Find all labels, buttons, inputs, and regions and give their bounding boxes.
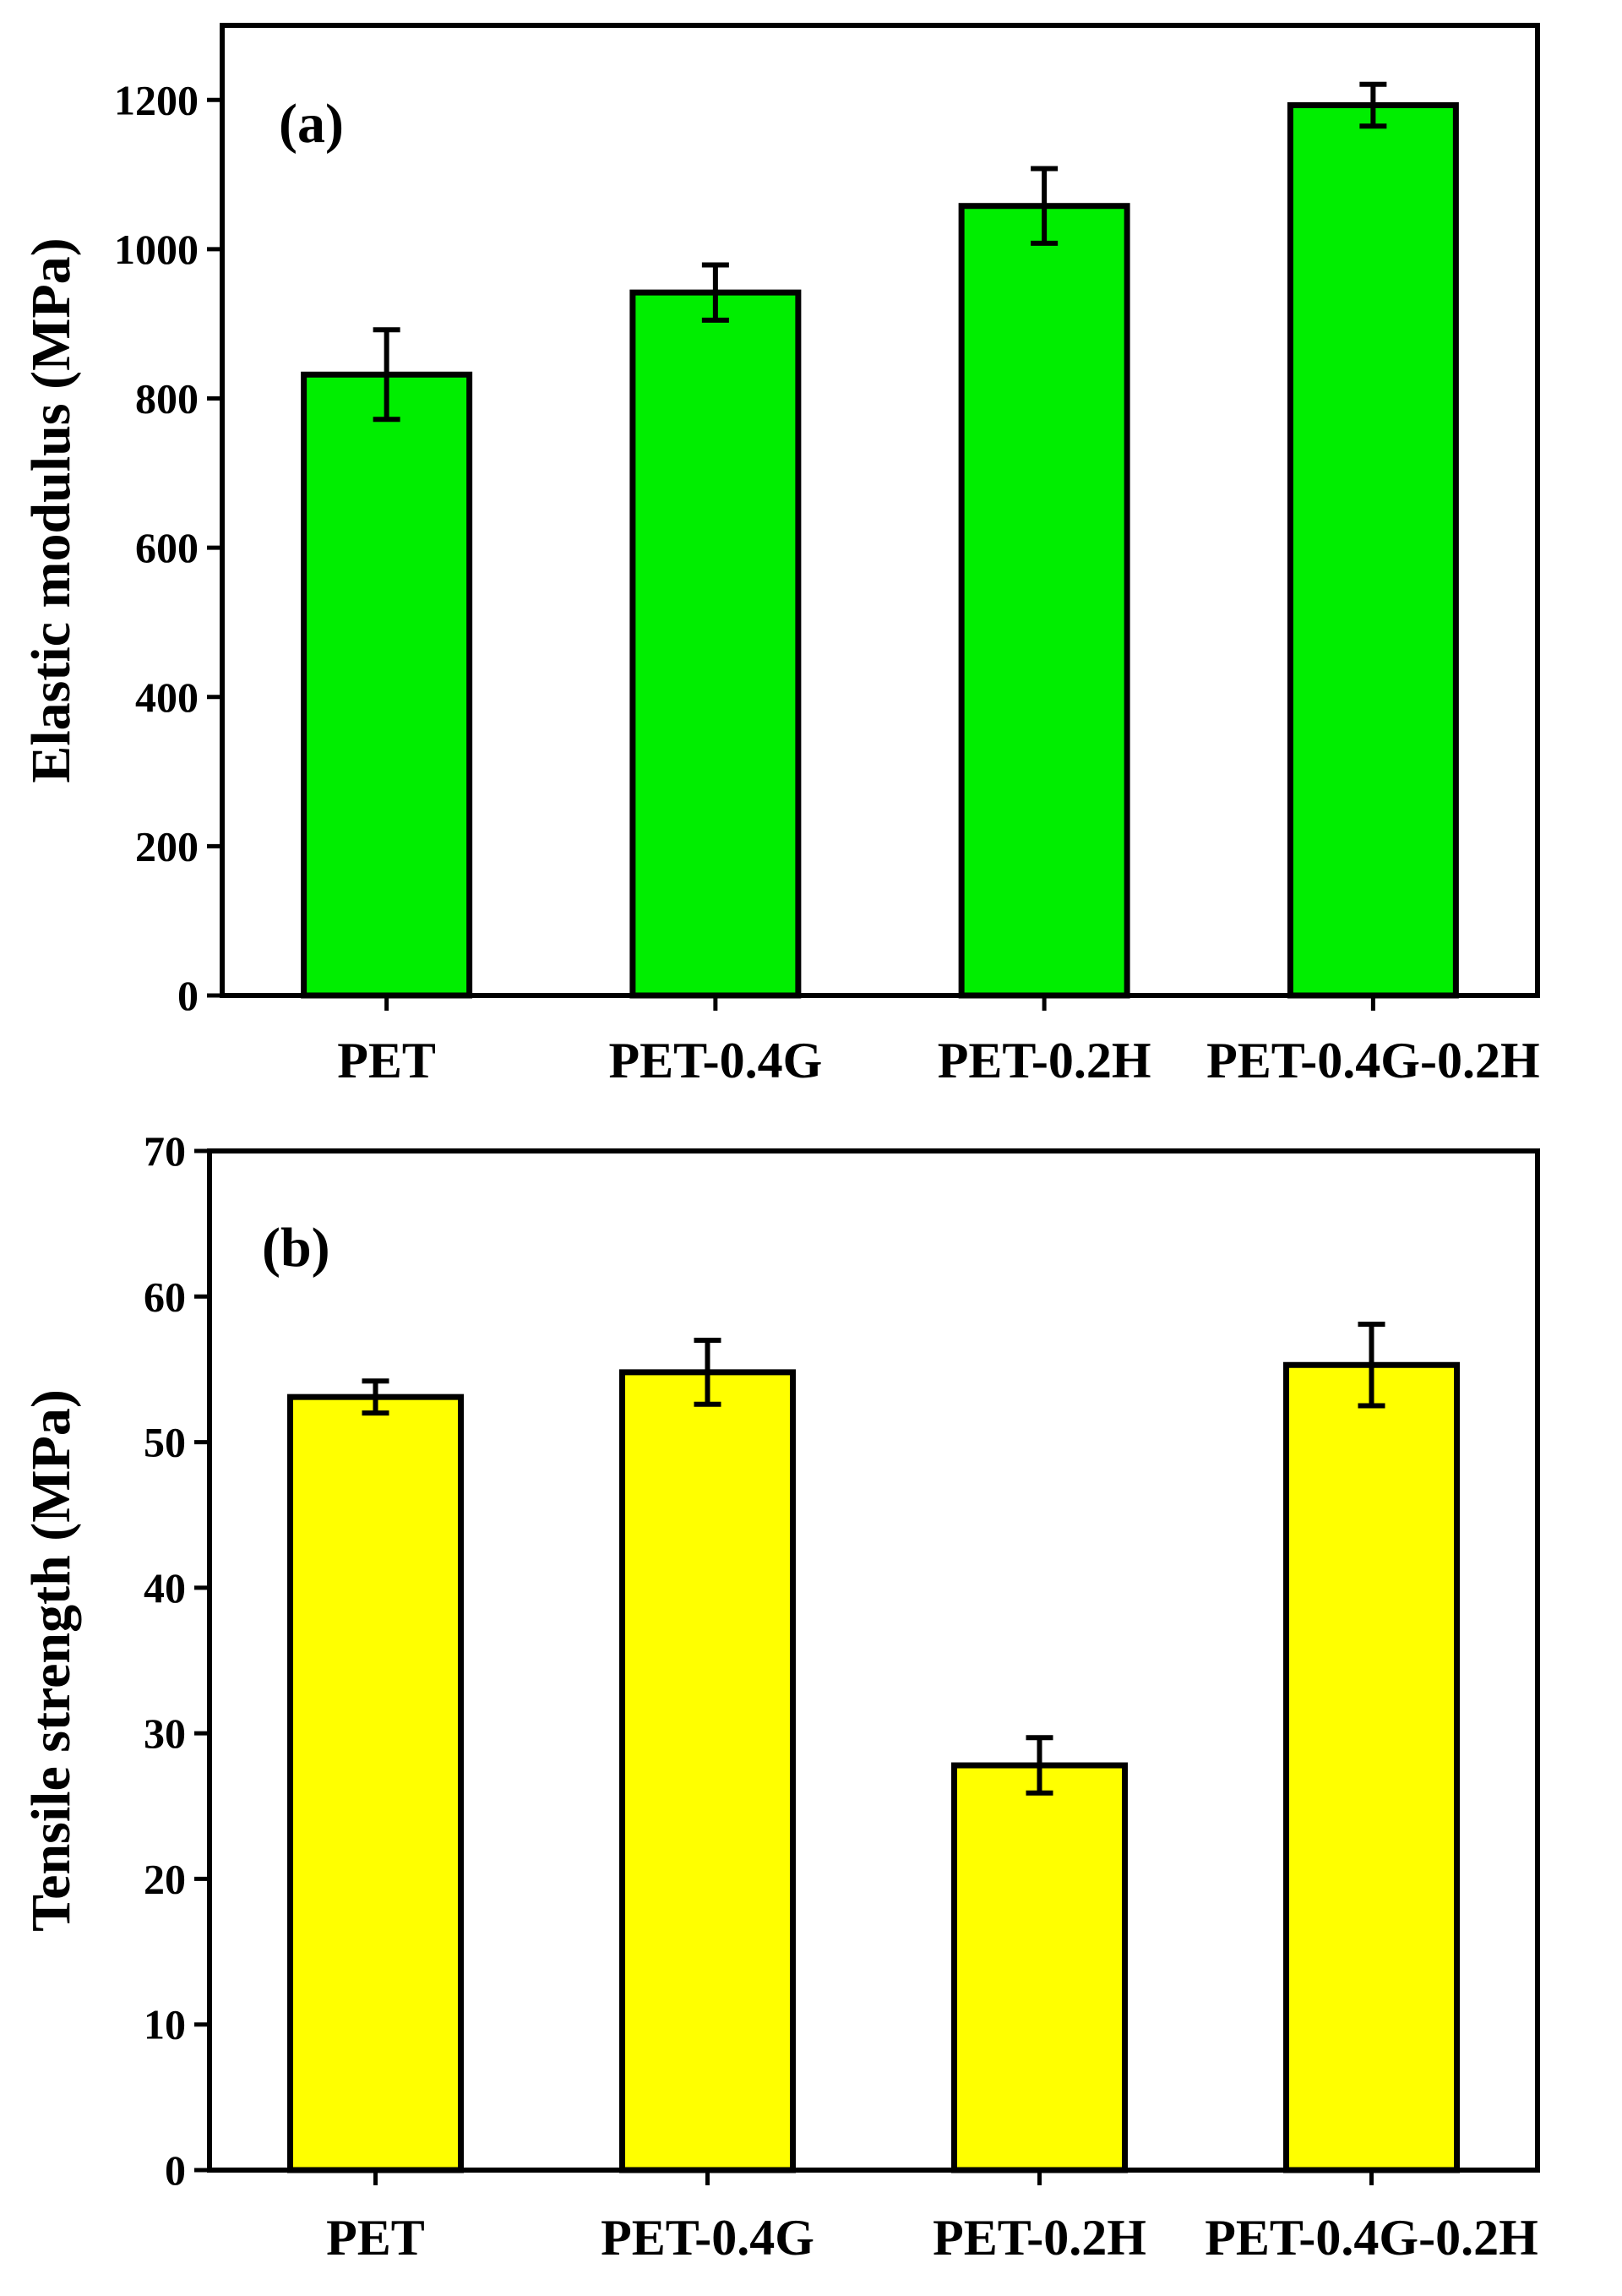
panel-a-bar-2 (958, 203, 1130, 999)
panel-a-bar-3 (1287, 101, 1459, 999)
panel-b-x-tick-label-0: PET (326, 2210, 425, 2266)
panel-a-bar-1 (629, 289, 802, 999)
panel-a-x-tick-label-1: PET-0.4G (608, 1033, 822, 1088)
panel-b-plot-frame (207, 1148, 1540, 2173)
panel-a-y-tick-label-0: 0 (177, 972, 199, 1019)
panel-a-plot-frame (220, 23, 1540, 998)
panel-a-y-tick-label-5: 1000 (114, 226, 199, 273)
panel-a-marks: PET PET-0.4G PET-0.2H PET-0.4G-0.2H 0 200 400 6… (114, 23, 1540, 1088)
panel-a-y-axis-title: Elastic modulus (MPa) (20, 237, 82, 783)
panel-b-tensile-strength: (b) Tensile strength (MPa) PET PET-0.4G PE… (20, 1127, 1540, 2266)
panel-b-y-tick-label-3: 30 (144, 1710, 186, 1757)
panel-b-label: (b) (262, 1217, 330, 1279)
panel-a-label: (a) (279, 93, 344, 155)
panel-a-x-tick-label-2: PET-0.2H (938, 1033, 1151, 1088)
panel-b-x-tick-label-2: PET-0.2H (933, 2210, 1146, 2266)
panel-b-y-tick-label-4: 40 (144, 1564, 186, 1612)
panel-b-y-axis-title: Tensile strength (MPa) (20, 1389, 82, 1932)
panel-a-elastic-modulus: (a) Elastic modulus (MPa) PET PET-0.4G PET… (20, 23, 1540, 1088)
panel-b-y-tick-label-6: 60 (144, 1273, 186, 1320)
panel-a-y-tick-label-6: 1200 (114, 76, 199, 123)
panel-b-x-tick-label-3: PET-0.4G-0.2H (1205, 2210, 1538, 2266)
panel-a-y-tick-label-4: 800 (135, 375, 199, 423)
panel-b-bar-2 (951, 1762, 1128, 2173)
panel-b-y-tick-label-0: 0 (165, 2146, 186, 2194)
panel-b-y-tick-label-2: 20 (144, 1855, 186, 1902)
panel-b-bar-0 (287, 1393, 464, 2173)
panel-a-x-tick-label-3: PET-0.4G-0.2H (1206, 1033, 1539, 1088)
panel-b-y-tick-label-7: 70 (144, 1127, 186, 1175)
panel-b-y-tick-label-1: 10 (144, 2001, 186, 2048)
panel-a-x-tick-label-0: PET (337, 1033, 436, 1088)
panel-b-x-tick-label-1: PET-0.4G (601, 2210, 814, 2266)
panel-a-bar-0 (301, 371, 473, 999)
panel-b-y-tick-label-5: 50 (144, 1419, 186, 1466)
panel-b-bar-3 (1283, 1361, 1460, 2173)
panel-a-y-tick-label-1: 200 (135, 822, 199, 870)
panel-b-bar-1 (619, 1369, 796, 2173)
panel-a-y-tick-label-2: 400 (135, 674, 199, 721)
panel-a-y-tick-label-3: 600 (135, 524, 199, 571)
panel-b-marks: PET PET-0.4G PET-0.2H PET-0.4G-0.2H 0 10 20 30 4… (144, 1127, 1540, 2266)
